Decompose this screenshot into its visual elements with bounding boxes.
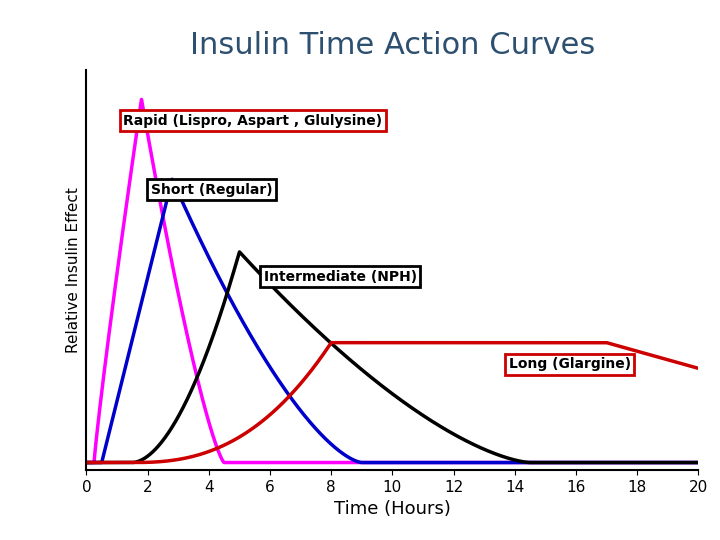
- Text: Short (Regular): Short (Regular): [150, 183, 272, 197]
- Text: Rapid (Lispro, Aspart , Glulysine): Rapid (Lispro, Aspart , Glulysine): [123, 114, 382, 127]
- Title: Insulin Time Action Curves: Insulin Time Action Curves: [190, 31, 595, 59]
- Y-axis label: Relative Insulin Effect: Relative Insulin Effect: [66, 187, 81, 353]
- Text: Long (Glargine): Long (Glargine): [508, 357, 631, 371]
- Text: Intermediate (NPH): Intermediate (NPH): [264, 270, 417, 284]
- X-axis label: Time (Hours): Time (Hours): [334, 500, 451, 518]
